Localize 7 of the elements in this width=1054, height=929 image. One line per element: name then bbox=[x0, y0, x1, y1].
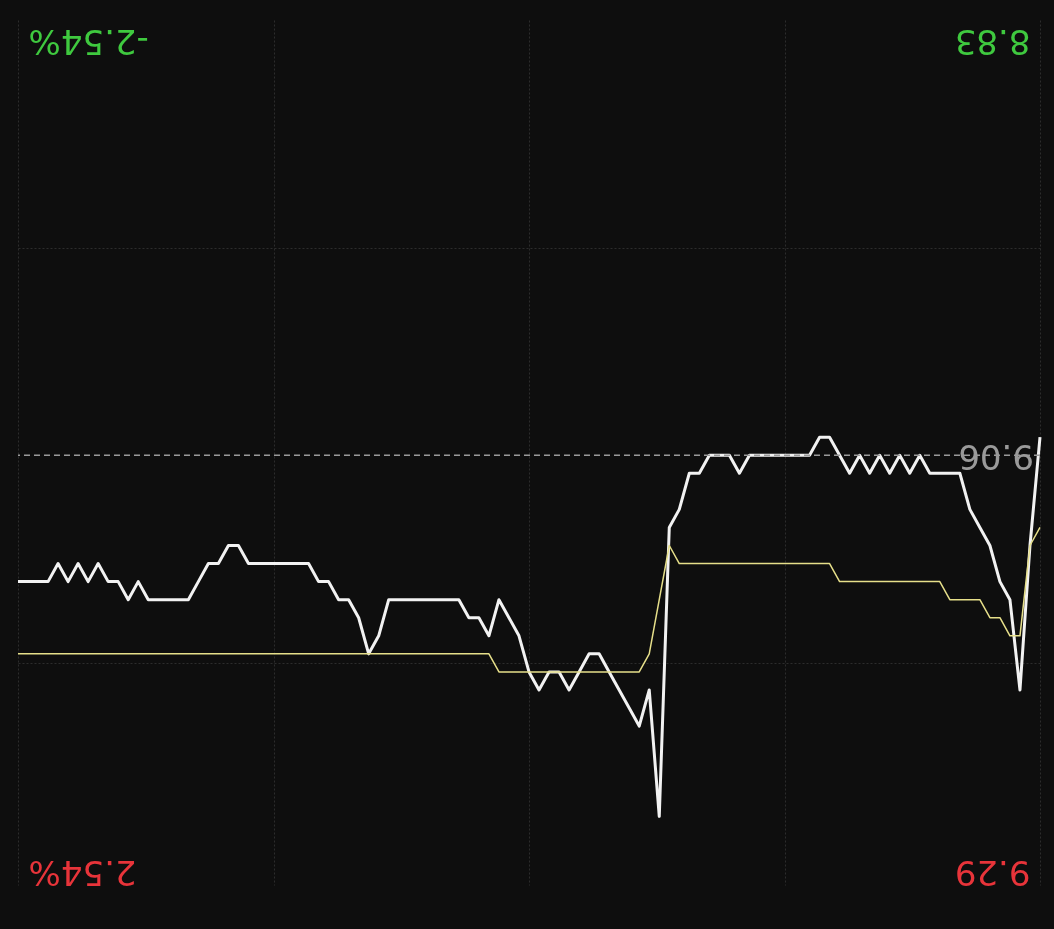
line-series bbox=[17, 526, 1041, 673]
y2-tick-label: 2.54% bbox=[28, 852, 137, 893]
ref-line-label: 9.06 bbox=[958, 437, 1034, 478]
y2-tick-label: -2.54% bbox=[28, 22, 149, 63]
line-series bbox=[16, 435, 1042, 818]
y-tick-label: 9.29 bbox=[954, 853, 1031, 894]
y-tick-label: 8.83 bbox=[954, 22, 1031, 63]
